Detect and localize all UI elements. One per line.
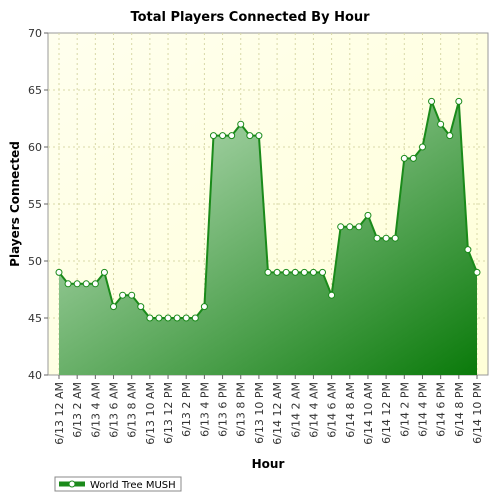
data-point — [219, 132, 227, 140]
data-point — [128, 291, 136, 299]
x-tick-label: 6/13 8 AM — [126, 382, 139, 438]
x-tick-label: 6/13 6 PM — [217, 382, 230, 437]
data-point — [191, 314, 199, 322]
x-tick-label: 6/13 2 AM — [71, 382, 84, 438]
data-point — [82, 280, 90, 288]
x-tick-label: 6/13 12 AM — [53, 382, 66, 445]
x-tick-label: 6/14 2 AM — [289, 382, 302, 438]
y-axis: 40 45 50 55 60 65 70 — [28, 27, 48, 382]
data-point — [164, 314, 172, 322]
data-point — [428, 97, 436, 105]
legend-label: World Tree MUSH — [90, 480, 176, 491]
data-point — [346, 223, 354, 231]
data-point — [473, 268, 481, 276]
x-tick-label: 6/13 12 PM — [162, 382, 175, 444]
data-point — [237, 120, 245, 128]
data-point — [182, 314, 190, 322]
y-tick-label: 40 — [28, 369, 42, 382]
data-point — [273, 268, 281, 276]
data-point — [337, 223, 345, 231]
x-tick-label: 6/13 4 PM — [198, 382, 211, 437]
y-tick-label: 60 — [28, 141, 42, 154]
data-point — [319, 268, 327, 276]
data-point — [155, 314, 163, 322]
x-tick-label: 6/14 8 PM — [453, 382, 466, 437]
data-point — [282, 268, 290, 276]
y-tick-label: 65 — [28, 84, 42, 97]
x-tick-label: 6/14 10 PM — [471, 382, 484, 444]
chart-title: Total Players Connected By Hour — [130, 10, 370, 25]
data-point — [464, 246, 472, 254]
data-point — [400, 154, 408, 162]
data-point — [146, 314, 154, 322]
data-point — [64, 280, 72, 288]
x-axis: 6/13 12 AM 6/13 2 AM 6/13 4 AM 6/13 6 AM 6/1… — [53, 375, 484, 445]
data-point — [373, 234, 381, 242]
data-point — [264, 268, 272, 276]
x-tick-label: 6/14 2 PM — [398, 382, 411, 437]
data-point — [300, 268, 308, 276]
data-point — [382, 234, 390, 242]
y-tick-label: 45 — [28, 312, 42, 325]
x-tick-label: 6/14 12 PM — [380, 382, 393, 444]
data-point — [437, 120, 445, 128]
y-tick-label: 50 — [28, 255, 42, 268]
y-tick-label: 55 — [28, 198, 42, 211]
x-tick-label: 6/14 12 AM — [271, 382, 284, 445]
x-axis-title: Hour — [252, 457, 285, 471]
data-point — [409, 154, 417, 162]
data-point — [110, 303, 118, 311]
series-area — [59, 101, 477, 376]
data-point — [446, 132, 454, 140]
data-point — [55, 268, 63, 276]
data-point — [255, 132, 263, 140]
data-point — [328, 291, 336, 299]
y-axis-title: Players Connected — [8, 141, 22, 267]
data-point — [137, 303, 145, 311]
x-tick-label: 6/14 10 AM — [362, 382, 375, 445]
x-tick-label: 6/14 8 AM — [344, 382, 357, 438]
x-tick-label: 6/13 4 AM — [89, 382, 102, 438]
series-points — [55, 97, 481, 322]
data-point — [391, 234, 399, 242]
legend: World Tree MUSH — [54, 476, 182, 492]
legend-box — [54, 476, 182, 492]
data-point — [73, 280, 81, 288]
x-tick-label: 6/13 8 PM — [235, 382, 248, 437]
data-point — [209, 132, 217, 140]
data-point — [228, 132, 236, 140]
data-point — [200, 303, 208, 311]
x-tick-label: 6/13 10 AM — [144, 382, 157, 445]
data-point — [355, 223, 363, 231]
x-tick-label: 6/14 4 PM — [416, 382, 429, 437]
y-tick-label: 70 — [28, 27, 42, 40]
data-point — [455, 97, 463, 105]
data-point — [309, 268, 317, 276]
x-tick-label: 6/14 6 AM — [326, 382, 339, 438]
x-tick-label: 6/14 4 AM — [307, 382, 320, 438]
x-tick-label: 6/13 6 AM — [108, 382, 121, 438]
data-point — [246, 132, 254, 140]
data-point — [91, 280, 99, 288]
data-point — [100, 268, 108, 276]
data-point — [364, 211, 372, 219]
data-point — [119, 291, 127, 299]
data-point — [173, 314, 181, 322]
legend-marker-icon — [68, 480, 76, 488]
data-point — [418, 143, 426, 151]
x-tick-label: 6/14 6 PM — [435, 382, 448, 437]
x-tick-label: 6/13 2 PM — [180, 382, 193, 437]
data-point — [291, 268, 299, 276]
x-tick-label: 6/13 10 PM — [253, 382, 266, 444]
